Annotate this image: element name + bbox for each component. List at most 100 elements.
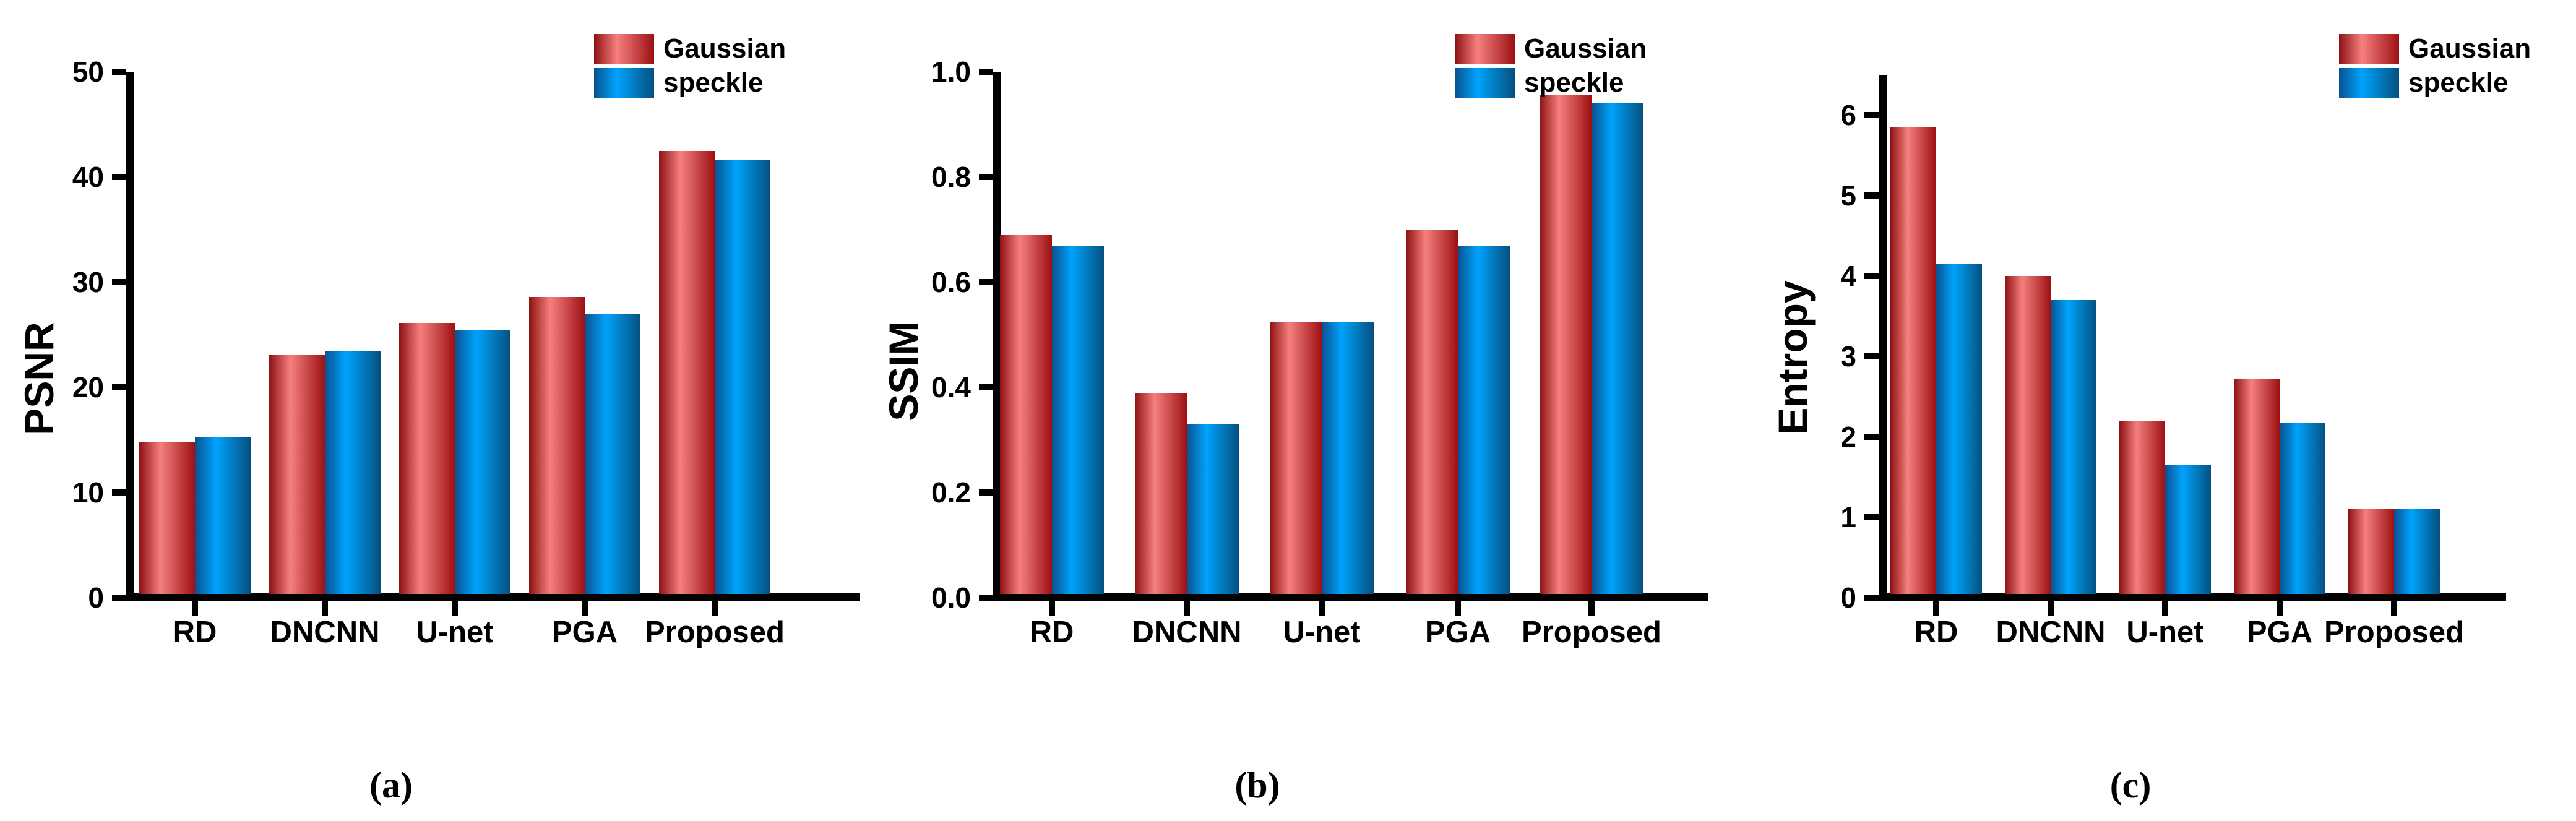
x-category-label: RD: [1030, 616, 1074, 649]
x-category-label: RD: [1914, 616, 1958, 649]
x-tick-mark: [2162, 601, 2168, 616]
y-tick-label: 0.4: [931, 371, 971, 403]
x-tick-mark: [2277, 601, 2283, 616]
y-tick-mark: [979, 279, 993, 285]
bar-gaussian-proposed: [2348, 509, 2394, 594]
y-tick-mark: [112, 384, 126, 390]
y-tick-label: 3: [1840, 340, 1856, 372]
y-tick-mark: [1864, 192, 1879, 199]
y-tick-mark: [112, 489, 126, 496]
x-category-label: DNCNN: [270, 616, 380, 649]
x-tick-mark: [582, 601, 588, 616]
y-axis-line: [993, 72, 1001, 601]
bar-gaussian-pga: [529, 296, 585, 594]
bar-speckle-u-net: [1322, 321, 1374, 594]
x-category-label: DNCNN: [1132, 616, 1242, 649]
y-axis-line: [126, 72, 134, 601]
y-tick-mark: [1864, 112, 1879, 118]
x-axis-line: [1879, 593, 2506, 601]
bar-gaussian-pga: [2234, 379, 2280, 594]
x-category-label: U-net: [1283, 616, 1361, 649]
y-tick-label: 0: [1840, 582, 1856, 614]
x-axis-line: [993, 593, 1708, 601]
bar-gaussian-rd: [1000, 234, 1052, 594]
bar-speckle-proposed: [2394, 509, 2440, 594]
y-tick-label: 1.0: [931, 56, 971, 88]
y-tick-mark: [112, 595, 126, 601]
y-tick-mark: [979, 595, 993, 601]
y-tick-label: 0: [88, 582, 104, 614]
bar-gaussian-dncnn: [2005, 276, 2051, 594]
y-axis-line: [1879, 75, 1887, 601]
x-category-label: U-net: [416, 616, 494, 649]
legend-swatch-speckle: [594, 68, 654, 98]
x-category-label: Proposed: [2324, 616, 2464, 649]
x-category-label: PGA: [2246, 616, 2313, 649]
bar-gaussian-rd: [1890, 127, 1936, 594]
y-tick-mark: [979, 69, 993, 75]
subfigure-caption: (b): [1234, 765, 1280, 806]
y-tick-mark: [112, 279, 126, 285]
legend-label-speckle: speckle: [2408, 67, 2509, 98]
y-tick-mark: [1864, 273, 1879, 279]
legend-swatch-speckle: [1455, 68, 1515, 98]
bar-speckle-pga: [585, 314, 640, 594]
legend-swatch-gaussian: [594, 34, 654, 64]
bar-gaussian-dncnn: [1135, 392, 1187, 594]
y-tick-mark: [1864, 353, 1879, 359]
bar-speckle-dncnn: [2051, 300, 2096, 594]
legend-swatch-gaussian: [2339, 34, 2399, 64]
legend-label-speckle: speckle: [663, 67, 764, 98]
bar-gaussian-rd: [139, 442, 195, 594]
bar-speckle-dncnn: [1187, 424, 1239, 594]
bar-gaussian-u-net: [1270, 321, 1322, 594]
bar-gaussian-proposed: [1540, 95, 1592, 594]
y-tick-label: 0.2: [931, 476, 971, 509]
bar-speckle-pga: [1458, 245, 1510, 594]
x-tick-mark: [1049, 601, 1055, 616]
x-tick-mark: [1319, 601, 1325, 616]
x-tick-mark: [2391, 601, 2397, 616]
y-tick-label: 20: [72, 371, 104, 403]
y-tick-mark: [979, 489, 993, 496]
legend-label-gaussian: Gaussian: [663, 33, 786, 64]
legend-swatch-speckle: [2339, 68, 2399, 98]
subfigure-caption: (a): [369, 765, 413, 806]
y-tick-label: 10: [72, 476, 104, 509]
x-tick-mark: [452, 601, 458, 616]
bar-speckle-u-net: [2165, 465, 2211, 594]
y-tick-label: 0.6: [931, 266, 971, 298]
y-tick-label: 0.8: [931, 161, 971, 193]
x-category-label: U-net: [2126, 616, 2204, 649]
bar-speckle-rd: [1052, 245, 1104, 594]
y-tick-mark: [1864, 595, 1879, 601]
subfigure-caption: (c): [2109, 765, 2152, 806]
legend-label-speckle: speckle: [1524, 67, 1624, 98]
x-category-label: Proposed: [645, 616, 785, 649]
bar-speckle-rd: [195, 436, 251, 594]
y-tick-label: 4: [1840, 260, 1856, 292]
y-tick-mark: [979, 384, 993, 390]
y-tick-label: 0.0: [931, 582, 971, 614]
y-tick-label: 40: [72, 161, 104, 193]
y-tick-mark: [1864, 514, 1879, 520]
x-tick-mark: [1933, 601, 1939, 616]
bar-speckle-rd: [1936, 264, 1982, 594]
x-category-label: PGA: [551, 616, 618, 649]
y-tick-label: 5: [1840, 179, 1856, 212]
x-tick-mark: [192, 601, 198, 616]
x-axis-line: [126, 593, 860, 601]
x-tick-mark: [322, 601, 328, 616]
bar-gaussian-dncnn: [269, 355, 325, 594]
x-category-label: Proposed: [1522, 616, 1661, 649]
legend-swatch-gaussian: [1455, 34, 1515, 64]
y-tick-mark: [112, 69, 126, 75]
x-tick-mark: [2048, 601, 2054, 616]
bar-speckle-pga: [2280, 422, 2325, 594]
bar-speckle-u-net: [455, 330, 510, 594]
bar-speckle-proposed: [1592, 103, 1643, 594]
x-tick-mark: [712, 601, 718, 616]
